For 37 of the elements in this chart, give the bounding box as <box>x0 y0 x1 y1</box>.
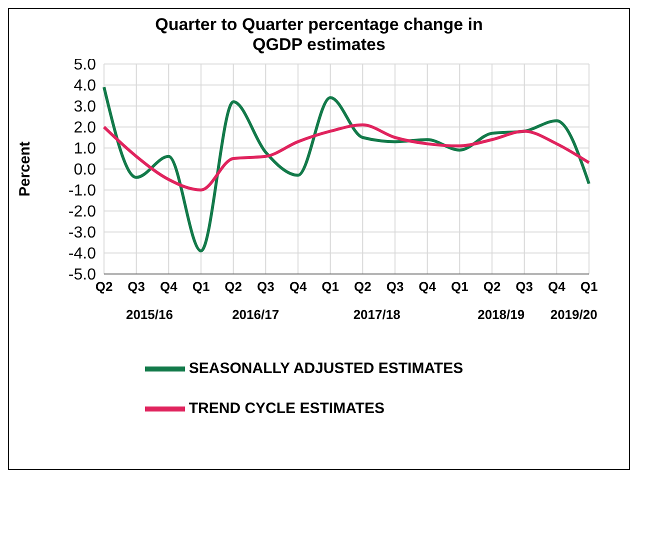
y-tick-label: 0.0 <box>74 162 96 179</box>
x-tick-label: Q4 <box>548 279 566 294</box>
x-tick-label: Q1 <box>450 279 468 294</box>
x-tick-label: Q3 <box>128 279 146 294</box>
y-axis-title: Percent <box>16 141 34 197</box>
y-tick-label: 1.0 <box>74 140 96 158</box>
text: 2019/20 <box>549 307 598 322</box>
line-series <box>102 86 590 252</box>
line-series <box>102 123 590 192</box>
x-tick-label: Q1 <box>580 279 598 294</box>
x-tick-label: Q4 <box>418 279 437 294</box>
x-tick-label: Q4 <box>160 279 178 294</box>
x-tick-label: Q2 <box>483 279 501 294</box>
x-tick-label: Q3 <box>516 279 534 294</box>
x-tick-label: Q3 <box>256 279 274 294</box>
x-tick-label: Q2 <box>354 279 372 294</box>
x-tick-label: Q2 <box>224 279 242 294</box>
x-tick-label: Q1 <box>192 279 210 294</box>
text: 2017/18 <box>352 307 402 322</box>
y-tick-label: -4.0 <box>68 246 96 263</box>
text: 2015/16 <box>124 307 174 322</box>
chart-title: Quarter to Quarter percentage change in QGDP estimates <box>154 15 484 55</box>
y-tick-label: -5.0 <box>68 266 96 284</box>
x-tick-label: Q3 <box>386 279 404 294</box>
y-tick-label: -1.0 <box>68 182 96 200</box>
y-tick-label: 4.0 <box>74 78 96 95</box>
y-tick-label: -2.0 <box>68 204 96 221</box>
x-tick-label: Q1 <box>322 279 340 294</box>
x-tick-label: Q4 <box>289 279 308 294</box>
x-tick-label: Q2 <box>95 279 113 294</box>
legend-label: TREND CYCLE ESTIMATES <box>188 400 384 417</box>
text: 2018/19 <box>476 307 526 322</box>
y-tick-label: 3.0 <box>74 98 96 116</box>
y-tick-label: -3.0 <box>68 224 96 242</box>
text: 2016/17 <box>231 307 280 322</box>
legend-label: SEASONALLY ADJUSTED ESTIMATES <box>188 360 464 377</box>
y-tick-label: 2.0 <box>74 120 96 137</box>
